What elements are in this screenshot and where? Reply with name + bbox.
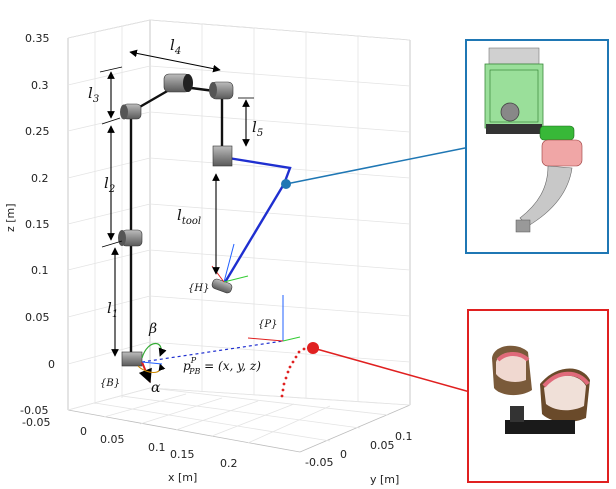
label-ltool: ltool <box>177 206 201 227</box>
z-tick: 0 <box>48 358 55 371</box>
tool-photo <box>484 47 583 233</box>
teeth-photo-inset <box>467 309 609 483</box>
z-tick: 0.05 <box>25 311 50 324</box>
z-tick: -0.05 <box>20 404 48 417</box>
label-frame-p: {P} <box>258 319 277 330</box>
x-tick: 0 <box>80 425 87 438</box>
teeth-model-photo <box>492 345 590 434</box>
z-tick: 0.25 <box>25 125 50 138</box>
joint-6 <box>212 145 233 167</box>
x-tick: 0.15 <box>170 448 195 461</box>
target-trajectory <box>280 347 306 398</box>
frame-P-axes <box>247 295 301 342</box>
y-axis-ticks: 0.1 0.05 0 -0.05 <box>305 430 413 469</box>
dimension-labels: l1 l2 l3 l4 l5 ltool {H} {P} {B} β α pP P… <box>88 36 277 396</box>
y-tick: 0 <box>340 448 347 461</box>
z-axis-ticks: 0.35 0.3 0.25 0.2 0.15 0.1 0.05 0 -0.05 <box>20 32 55 417</box>
z-tick: 0.3 <box>31 79 49 92</box>
z-tick: 0.2 <box>31 172 49 185</box>
target-callout-dot <box>307 342 319 354</box>
y-tick: 0.1 <box>395 430 413 443</box>
tool-link <box>221 155 292 285</box>
x-tick: 0.1 <box>148 441 166 454</box>
z-tick: 0.15 <box>25 218 50 231</box>
tool-photo-inset <box>465 39 609 254</box>
label-l3: l3 <box>88 84 99 105</box>
y-axis-label: y [m] <box>370 473 399 486</box>
label-l2: l2 <box>104 174 115 195</box>
z-tick: 0.1 <box>31 264 49 277</box>
target-callout-line <box>312 347 471 393</box>
label-frame-h: {H} <box>188 283 209 294</box>
joint-2 <box>118 229 143 247</box>
x-axis-label: x [m] <box>168 471 197 484</box>
x-tick: 0.2 <box>220 457 238 470</box>
joint-base <box>121 351 143 367</box>
frame-B-axes <box>137 342 167 384</box>
dim-l4 <box>129 49 221 73</box>
y-tick: 0.05 <box>370 439 395 452</box>
label-l5: l5 <box>252 118 263 139</box>
plot-box <box>67 19 411 453</box>
z-axis-label: z [m] <box>4 203 17 232</box>
y-tick: -0.05 <box>305 456 333 469</box>
dimension-arrows <box>99 49 254 357</box>
label-frame-b: {B} <box>100 378 120 389</box>
x-tick: 0.05 <box>100 433 125 446</box>
label-l1: l1 <box>107 299 118 320</box>
robot-joints <box>118 73 234 367</box>
z-tick: 0.35 <box>25 32 50 45</box>
label-beta: β <box>148 321 157 337</box>
tool-callout-dot <box>281 179 291 189</box>
joint-3 <box>120 103 142 120</box>
x-axis-ticks: -0.05 0 0.05 0.1 0.15 0.2 <box>22 416 238 470</box>
tool-callout-line <box>285 146 471 185</box>
label-l4: l4 <box>170 36 181 57</box>
joint-4 <box>163 73 193 93</box>
joint-5 <box>209 81 234 100</box>
label-vector-p: pP PB = (x, y, z) <box>183 356 261 376</box>
label-alpha: α <box>151 380 161 396</box>
x-tick: -0.05 <box>22 416 50 429</box>
